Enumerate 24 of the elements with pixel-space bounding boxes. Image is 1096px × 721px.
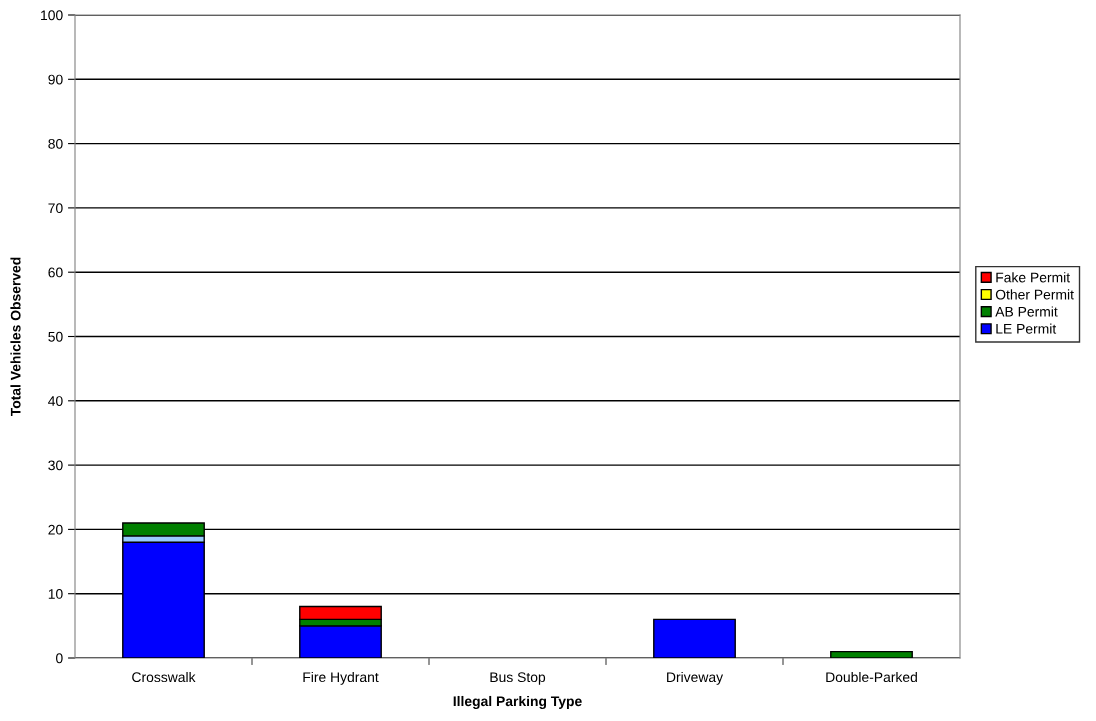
y-tick-label: 40 <box>48 396 63 406</box>
x-tick-label: Double-Parked <box>826 671 917 683</box>
y-tick-label: 50 <box>48 331 63 342</box>
y-tick-label: 100 <box>41 10 63 21</box>
bar <box>653 618 736 658</box>
bar <box>830 650 913 658</box>
x-tick-label: Fire Hydrant <box>303 671 379 685</box>
x-tick-label: Crosswalk <box>132 671 196 683</box>
y-tick-label: 10 <box>48 589 63 599</box>
y-tick-label: 20 <box>48 524 63 535</box>
y-tick-label: 60 <box>48 267 63 278</box>
y-tick-label: 80 <box>48 138 63 149</box>
y-tick-label: 70 <box>48 203 63 214</box>
legend-label: Other Permit <box>995 289 1074 300</box>
y-tick-label: 30 <box>48 460 63 471</box>
y-axis-title: Total Vehicles Observed <box>10 257 21 417</box>
legend-label: AB Permit <box>995 306 1058 317</box>
legend-label: Fake Permit <box>996 272 1070 283</box>
y-tick-label: 90 <box>48 74 63 85</box>
x-axis-title: Illegal Parking Type <box>453 695 582 709</box>
x-tick-label: Driveway <box>667 671 724 685</box>
legend-label: LE Permit <box>996 323 1057 334</box>
x-tick-label: Bus Stop <box>490 672 546 685</box>
y-tick-label: 0 <box>56 653 63 664</box>
